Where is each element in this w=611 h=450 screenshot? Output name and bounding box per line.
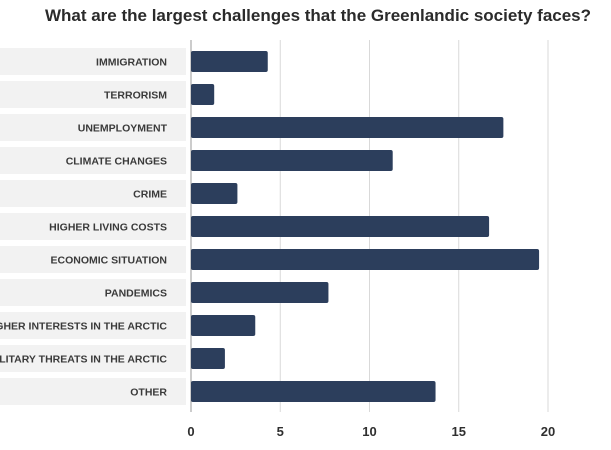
x-tick-label: 0 bbox=[187, 424, 194, 439]
category-band bbox=[0, 147, 186, 174]
category-label: CRIME bbox=[133, 189, 167, 201]
bars bbox=[191, 51, 540, 402]
category-label: ECONOMIC SITUATION bbox=[51, 255, 167, 267]
category-band bbox=[0, 246, 186, 273]
category-label: HIGHER LIVING COSTS bbox=[49, 222, 167, 234]
category-label-bands bbox=[0, 48, 186, 405]
x-tick-label: 20 bbox=[541, 424, 555, 439]
category-label: CLIMATE CHANGES bbox=[66, 156, 167, 168]
category-label: TERRORISM bbox=[104, 90, 167, 102]
chart-title: What are the largest challenges that the… bbox=[45, 6, 591, 25]
x-axis-ticks: 0 5 10 15 20 bbox=[187, 424, 555, 439]
bar bbox=[191, 51, 268, 72]
bar bbox=[191, 381, 436, 402]
category-label: OTHER bbox=[130, 387, 167, 399]
bar bbox=[191, 150, 393, 171]
x-tick-label: 5 bbox=[277, 424, 284, 439]
category-band bbox=[0, 114, 186, 141]
bar bbox=[191, 216, 490, 237]
bar bbox=[191, 249, 540, 270]
category-label: PANDEMICS bbox=[105, 288, 167, 300]
bar bbox=[191, 84, 215, 105]
category-band bbox=[0, 213, 186, 240]
category-band bbox=[0, 180, 186, 207]
bar bbox=[191, 315, 256, 336]
category-band bbox=[0, 312, 186, 339]
category-label: MILITARY THREATS IN THE ARCTIC bbox=[0, 354, 167, 366]
bar bbox=[191, 117, 504, 138]
category-label: HIGHER INTERESTS IN THE ARCTIC bbox=[0, 321, 167, 333]
category-labels: IMMIGRATION TERRORISM UNEMPLOYMENT CLIMATE … bbox=[0, 57, 168, 399]
bar bbox=[191, 282, 329, 303]
category-band bbox=[0, 345, 186, 372]
bar bbox=[191, 348, 225, 369]
category-label: IMMIGRATION bbox=[96, 57, 167, 69]
category-label: UNEMPLOYMENT bbox=[78, 123, 168, 135]
x-tick-label: 15 bbox=[452, 424, 466, 439]
x-tick-label: 10 bbox=[362, 424, 376, 439]
category-band bbox=[0, 81, 186, 108]
category-band bbox=[0, 378, 186, 405]
bar bbox=[191, 183, 238, 204]
category-band bbox=[0, 48, 186, 75]
category-band bbox=[0, 279, 186, 306]
